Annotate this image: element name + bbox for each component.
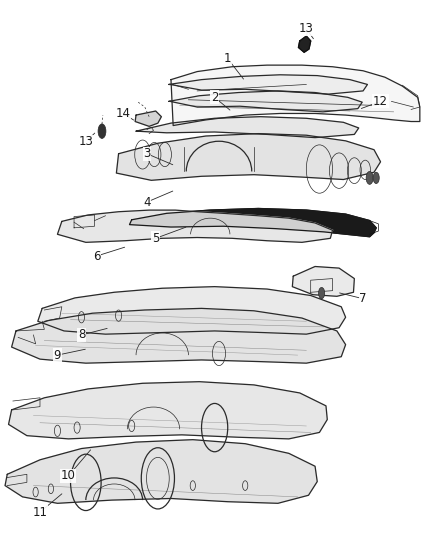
Text: 7: 7	[359, 292, 367, 305]
Text: 10: 10	[61, 470, 76, 482]
Text: 4: 4	[143, 196, 151, 208]
Text: 6: 6	[93, 249, 100, 263]
Polygon shape	[12, 309, 346, 363]
Text: 14: 14	[116, 107, 131, 120]
Circle shape	[318, 287, 325, 298]
Circle shape	[366, 172, 373, 184]
Text: 12: 12	[373, 95, 388, 108]
Polygon shape	[38, 287, 346, 334]
Polygon shape	[171, 65, 420, 126]
Text: 13: 13	[299, 22, 314, 35]
Polygon shape	[130, 208, 376, 237]
Polygon shape	[169, 91, 362, 112]
Text: 2: 2	[211, 91, 219, 104]
Text: 8: 8	[78, 328, 85, 342]
Text: 3: 3	[143, 147, 151, 160]
Polygon shape	[136, 117, 359, 138]
Text: 11: 11	[32, 506, 47, 519]
Polygon shape	[9, 382, 327, 439]
Polygon shape	[5, 440, 317, 503]
Polygon shape	[117, 134, 381, 180]
Circle shape	[98, 124, 106, 139]
Polygon shape	[57, 210, 332, 243]
Circle shape	[373, 172, 379, 183]
Text: 5: 5	[152, 232, 159, 245]
Polygon shape	[135, 111, 161, 126]
Polygon shape	[169, 75, 367, 94]
Text: 9: 9	[54, 349, 61, 361]
Polygon shape	[298, 36, 311, 52]
Text: 1: 1	[224, 52, 231, 65]
Text: 13: 13	[78, 135, 93, 148]
Polygon shape	[292, 266, 354, 296]
